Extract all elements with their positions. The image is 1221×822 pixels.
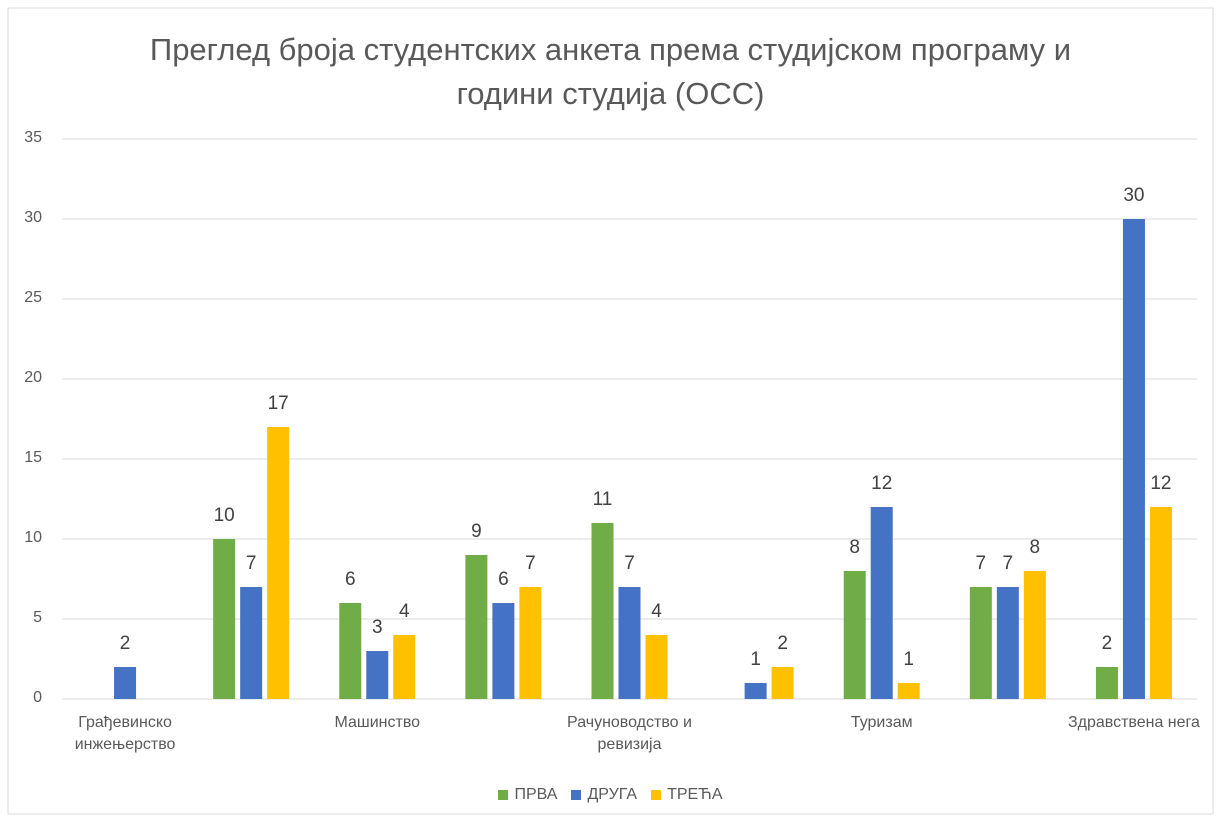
bar (465, 555, 488, 699)
bar (771, 667, 794, 699)
y-tick-label: 5 (33, 609, 42, 626)
y-tick-label: 0 (33, 689, 42, 706)
chart-border (7, 7, 1214, 815)
bar (267, 427, 290, 699)
data-label: 8 (849, 537, 860, 558)
legend-swatch (651, 790, 662, 800)
data-label: 17 (267, 393, 289, 414)
bar (366, 651, 389, 699)
bar (897, 683, 920, 699)
bar (1095, 667, 1118, 699)
bar (591, 523, 614, 699)
data-label: 7 (624, 553, 635, 574)
bar (339, 603, 362, 699)
data-label: 2 (777, 633, 788, 654)
legend-item: ПРВА (498, 786, 557, 804)
data-label: 7 (1002, 553, 1014, 574)
x-tick-label: Здравствена нега (1067, 714, 1200, 731)
data-label: 2 (1101, 633, 1113, 654)
data-label: 9 (471, 521, 482, 542)
data-label: 1 (903, 649, 914, 670)
x-tick-label: Рачуноводство и ревизија (567, 714, 692, 753)
data-label: 7 (525, 553, 536, 574)
x-tick-label: Грађевинско инжењерство (74, 714, 176, 753)
legend-item: ДРУГА (571, 786, 637, 804)
bar (645, 635, 668, 699)
bar (213, 539, 236, 699)
data-label: 11 (592, 489, 613, 510)
bar (996, 587, 1019, 699)
bar (969, 587, 992, 699)
bar (618, 587, 641, 699)
y-tick-label: 25 (24, 289, 42, 306)
y-tick-label: 35 (24, 129, 42, 146)
data-label: 7 (245, 553, 257, 574)
legend-label: ДРУГА (587, 786, 638, 803)
data-label: 12 (1150, 473, 1172, 494)
y-tick-label: 20 (24, 369, 42, 386)
legend-label: ТРЕЋА (667, 786, 723, 803)
bar (240, 587, 263, 699)
bar (744, 683, 767, 699)
data-label: 2 (119, 633, 131, 654)
bar (1023, 571, 1046, 699)
bar (843, 571, 866, 699)
y-tick-label: 30 (24, 209, 42, 226)
bar (1149, 507, 1172, 699)
data-label: 12 (871, 473, 893, 494)
data-label: 7 (975, 553, 987, 574)
x-tick-label: Туризам (850, 714, 913, 731)
legend: ПРВА ДРУГА ТРЕЋА (0, 786, 1221, 804)
y-tick-label: 15 (24, 449, 42, 466)
legend-item: ТРЕЋА (651, 786, 723, 804)
bar (393, 635, 416, 699)
bar (492, 603, 515, 699)
x-tick-label: Машинство (334, 714, 421, 731)
chart-title: Преглед броја студентских анкета према с… (149, 32, 1072, 111)
data-label: 8 (1029, 537, 1041, 558)
data-label: 4 (651, 601, 662, 622)
data-label: 3 (371, 617, 383, 638)
y-tick-label: 10 (24, 529, 42, 546)
data-label: 10 (213, 505, 235, 526)
data-label: 6 (344, 569, 356, 590)
legend-label: ПРВА (514, 786, 558, 803)
data-label: 1 (750, 649, 761, 670)
data-label: 30 (1123, 185, 1145, 206)
bar (1122, 219, 1145, 699)
legend-swatch (498, 790, 509, 800)
legend-swatch (571, 790, 582, 800)
bar (870, 507, 893, 699)
data-label: 6 (498, 569, 509, 590)
data-label: 4 (398, 601, 410, 622)
bar (519, 587, 542, 699)
bar (114, 667, 137, 699)
